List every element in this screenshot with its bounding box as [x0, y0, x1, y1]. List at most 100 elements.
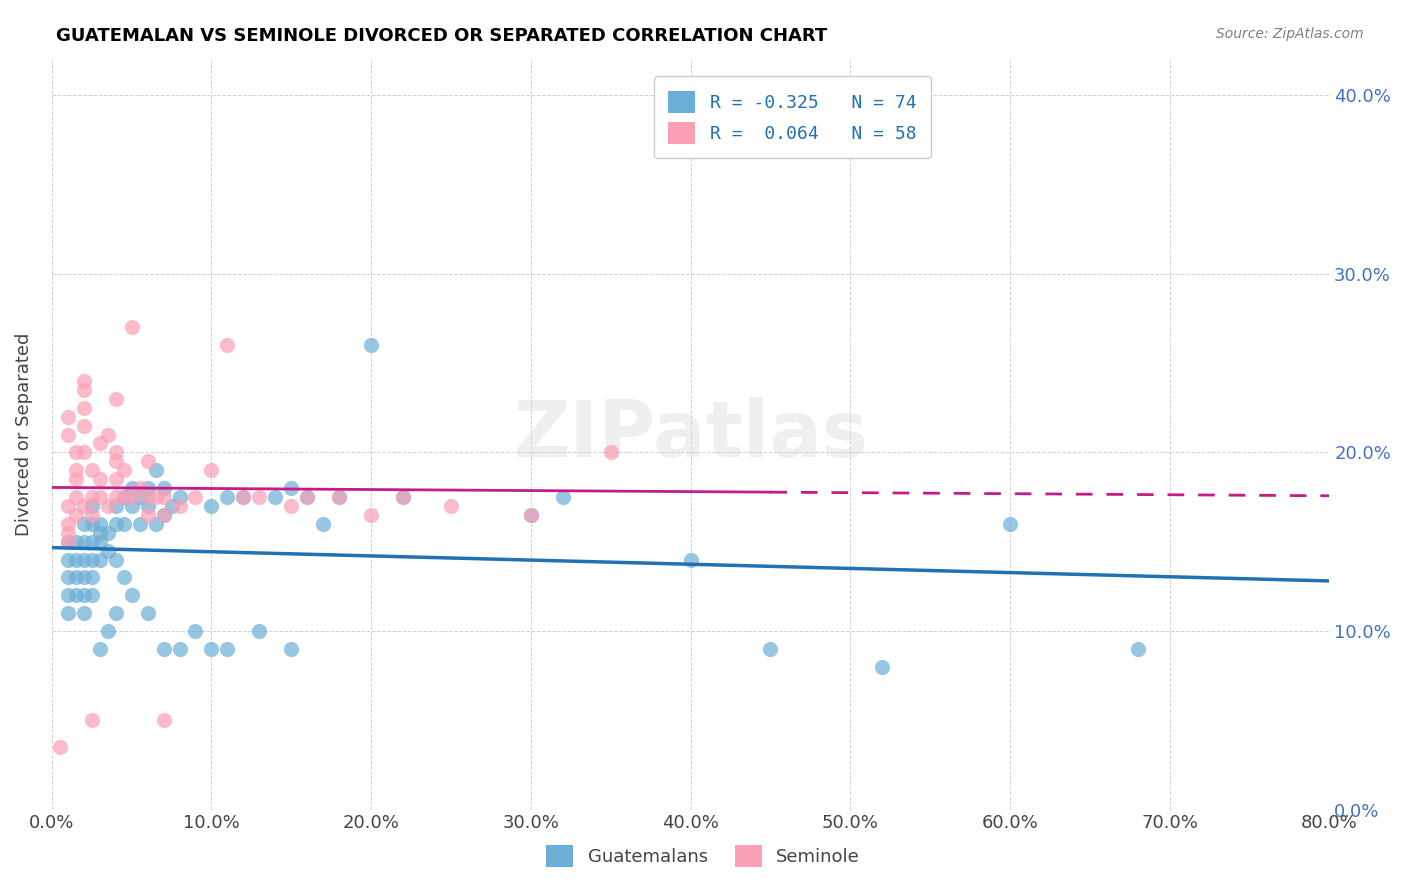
Point: [152, 508, 174, 522]
Point: [80, 534, 103, 549]
Point: [73, 588, 96, 602]
Point: [152, 508, 174, 522]
Point: [121, 481, 143, 495]
Point: [73, 401, 96, 415]
Point: [80, 588, 103, 602]
Point: [169, 490, 191, 504]
Point: [104, 472, 127, 486]
Point: [145, 463, 167, 477]
Point: [280, 499, 302, 513]
Point: [440, 499, 463, 513]
Point: [121, 490, 143, 504]
Point: [104, 606, 127, 620]
Point: [112, 490, 135, 504]
Point: [80, 508, 103, 522]
Point: [56, 516, 79, 531]
Point: [128, 490, 150, 504]
Point: [65, 445, 87, 459]
Point: [169, 499, 191, 513]
Point: [200, 463, 222, 477]
Point: [112, 463, 135, 477]
Point: [89, 641, 111, 656]
Point: [56, 409, 79, 424]
Point: [65, 463, 87, 477]
Point: [65, 570, 87, 584]
Point: [73, 534, 96, 549]
Point: [184, 624, 207, 638]
Point: [73, 445, 96, 459]
Point: [89, 490, 111, 504]
Point: [97, 543, 120, 558]
Point: [160, 499, 183, 513]
Point: [73, 418, 96, 433]
Point: [169, 641, 191, 656]
Point: [112, 570, 135, 584]
Point: [80, 463, 103, 477]
Point: [65, 472, 87, 486]
Point: [312, 516, 335, 531]
Point: [89, 534, 111, 549]
Y-axis label: Divorced or Separated: Divorced or Separated: [15, 333, 32, 536]
Point: [104, 454, 127, 468]
Point: [80, 499, 103, 513]
Point: [280, 641, 302, 656]
Point: [121, 588, 143, 602]
Point: [104, 552, 127, 566]
Point: [184, 490, 207, 504]
Point: [145, 490, 167, 504]
Point: [328, 490, 350, 504]
Point: [97, 525, 120, 540]
Point: [104, 445, 127, 459]
Point: [152, 490, 174, 504]
Point: [104, 490, 127, 504]
Point: [136, 508, 159, 522]
Point: [520, 508, 543, 522]
Point: [56, 525, 79, 540]
Point: [89, 552, 111, 566]
Point: [56, 534, 79, 549]
Point: [89, 436, 111, 450]
Point: [217, 490, 239, 504]
Point: [217, 641, 239, 656]
Point: [65, 588, 87, 602]
Point: [80, 570, 103, 584]
Text: Source: ZipAtlas.com: Source: ZipAtlas.com: [1216, 27, 1364, 41]
Point: [392, 490, 415, 504]
Point: [56, 427, 79, 442]
Point: [112, 516, 135, 531]
Point: [297, 490, 319, 504]
Point: [56, 499, 79, 513]
Point: [89, 472, 111, 486]
Point: [56, 552, 79, 566]
Point: [73, 606, 96, 620]
Point: [217, 338, 239, 352]
Point: [264, 490, 287, 504]
Point: [200, 641, 222, 656]
Point: [121, 320, 143, 334]
Point: [360, 338, 382, 352]
Legend: R = -0.325   N = 74, R =  0.064   N = 58: R = -0.325 N = 74, R = 0.064 N = 58: [654, 76, 931, 158]
Legend: Guatemalans, Seminole: Guatemalans, Seminole: [538, 838, 868, 874]
Point: [247, 490, 270, 504]
Point: [152, 641, 174, 656]
Point: [232, 490, 254, 504]
Point: [152, 481, 174, 495]
Point: [48, 739, 70, 754]
Point: [80, 713, 103, 727]
Point: [73, 383, 96, 397]
Point: [200, 499, 222, 513]
Point: [104, 516, 127, 531]
Point: [136, 481, 159, 495]
Point: [80, 490, 103, 504]
Point: [247, 624, 270, 638]
Point: [360, 508, 382, 522]
Point: [65, 534, 87, 549]
Point: [89, 525, 111, 540]
Point: [551, 490, 574, 504]
Point: [136, 490, 159, 504]
Point: [136, 454, 159, 468]
Point: [870, 659, 893, 673]
Point: [599, 445, 621, 459]
Point: [80, 516, 103, 531]
Point: [392, 490, 415, 504]
